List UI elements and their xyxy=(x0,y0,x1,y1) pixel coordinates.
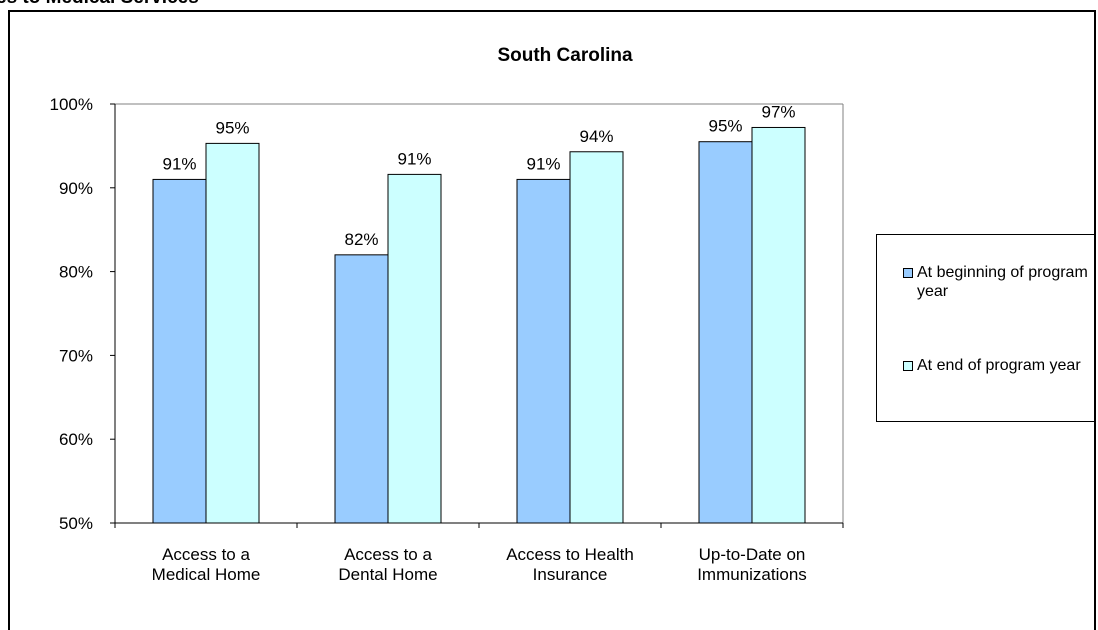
bar-begin-2 xyxy=(516,178,571,524)
bar-begin-0 xyxy=(152,178,207,524)
x-tick-label-3-0: Up-to-Date on xyxy=(699,545,806,564)
x-tick-label-0-1: Medical Home xyxy=(152,565,261,584)
legend-label-begin: At beginning of program year xyxy=(917,264,1088,300)
x-tick-label-2-0: Access to Health xyxy=(506,545,634,564)
y-tick-label-4: 90% xyxy=(59,179,93,198)
x-tick-label-1-0: Access to a xyxy=(344,545,432,564)
y-tick-label-2: 70% xyxy=(59,346,93,365)
bar-begin-3 xyxy=(698,141,753,524)
y-tick-label-3: 80% xyxy=(59,263,93,282)
bar-end-2 xyxy=(569,151,624,524)
data-label-begin-3: 95% xyxy=(708,117,742,136)
legend-item-end: At end of program year xyxy=(903,356,1092,375)
bar-begin-1 xyxy=(334,254,389,524)
bar-end-3 xyxy=(751,126,806,524)
data-label-end-2: 94% xyxy=(579,127,613,146)
data-label-end-0: 95% xyxy=(215,118,249,137)
y-tick-label-1: 60% xyxy=(59,430,93,449)
data-label-end-1: 91% xyxy=(397,149,431,168)
data-label-end-3: 97% xyxy=(761,102,795,121)
x-tick-label-3-1: Immunizations xyxy=(697,565,807,584)
legend-swatch-begin xyxy=(903,268,913,278)
legend-label-end: At end of program year xyxy=(917,357,1081,374)
chart-title: South Carolina xyxy=(497,45,633,66)
legend-swatch-end xyxy=(903,361,913,371)
x-tick-label-0-0: Access to a xyxy=(162,545,250,564)
bar-end-0 xyxy=(205,142,260,524)
legend: At beginning of program year At end of p… xyxy=(876,234,1095,422)
bar-end-1 xyxy=(387,173,442,524)
page-heading: es to Medical Services xyxy=(0,0,199,9)
x-tick-label-1-1: Dental Home xyxy=(338,565,437,584)
y-tick-label-0: 50% xyxy=(59,514,93,533)
y-tick-label-5: 100% xyxy=(50,95,93,114)
data-label-begin-2: 91% xyxy=(526,154,560,173)
data-label-begin-0: 91% xyxy=(162,154,196,173)
data-label-begin-1: 82% xyxy=(344,230,378,249)
legend-item-begin: At beginning of program year xyxy=(903,263,1092,301)
chart-frame xyxy=(8,10,1096,630)
x-tick-label-2-1: Insurance xyxy=(533,565,608,584)
